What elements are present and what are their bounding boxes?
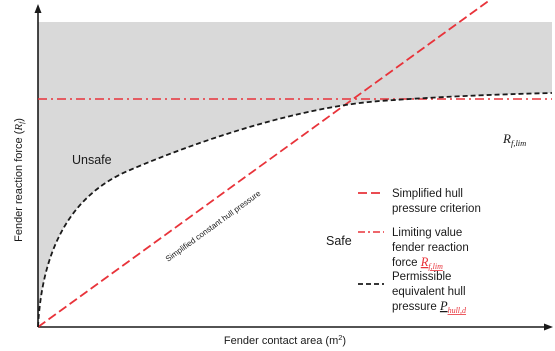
- x-axis-label-sup: 2: [338, 333, 342, 342]
- unsafe-region-fill: [38, 22, 552, 327]
- y-axis-label-end: ): [13, 118, 25, 122]
- legend-3-line2: equivalent hull: [392, 286, 466, 298]
- y-axis-label: Fender reaction force (Rf): [13, 118, 26, 242]
- limit-marker-sub: f,lim: [511, 138, 526, 148]
- limit-marker-label: Rf,lim: [502, 131, 526, 148]
- legend-3-sub: hull,d: [448, 306, 467, 315]
- legend-entry-permissible-pressure: Permissible equivalent hull pressure Phu…: [358, 271, 467, 315]
- legend-2-var: R: [420, 255, 429, 269]
- legend-3-line1: Permissible: [392, 271, 451, 283]
- legend-2-line1: Limiting value: [392, 227, 462, 239]
- legend-2-line2: fender reaction: [392, 242, 469, 254]
- axes: [34, 4, 553, 331]
- legend-2-line3-text: force: [392, 257, 421, 269]
- x-axis-label-end: ): [342, 335, 346, 347]
- legend-2-sub: f,lim: [428, 262, 443, 271]
- y-axis-label-var: R: [13, 124, 25, 132]
- legend-3-line3: pressure Phull,d: [392, 299, 467, 315]
- y-axis-arrow-icon: [34, 4, 42, 13]
- x-axis-label: Fender contact area (m2): [224, 333, 346, 347]
- legend-1-line2: pressure criterion: [392, 203, 481, 215]
- legend-entry-simplified-hull: Simplified hull pressure criterion: [358, 188, 481, 215]
- unsafe-region-label: Unsafe: [72, 153, 112, 167]
- legend-3-var: P: [439, 299, 448, 313]
- limit-marker-var: R: [502, 131, 511, 146]
- permissible-pressure-curve: [37, 92, 553, 328]
- y-axis-label-sub: f: [17, 121, 26, 124]
- y-axis-label-text: Fender reaction force (: [13, 130, 25, 242]
- legend: Simplified hull pressure criterion Limit…: [358, 188, 481, 315]
- x-axis-arrow-icon: [544, 323, 553, 331]
- legend-3-line3-text: pressure: [392, 301, 440, 313]
- safe-region-label: Safe: [326, 234, 352, 248]
- simplified-hull-pressure-line: [37, 0, 492, 328]
- legend-2-line3: force Rf,lim: [392, 255, 443, 271]
- x-axis-label-text: Fender contact area (m: [224, 335, 338, 347]
- legend-1-line1: Simplified hull: [392, 188, 463, 200]
- legend-entry-limiting-value: Limiting value fender reaction force Rf,…: [358, 227, 469, 271]
